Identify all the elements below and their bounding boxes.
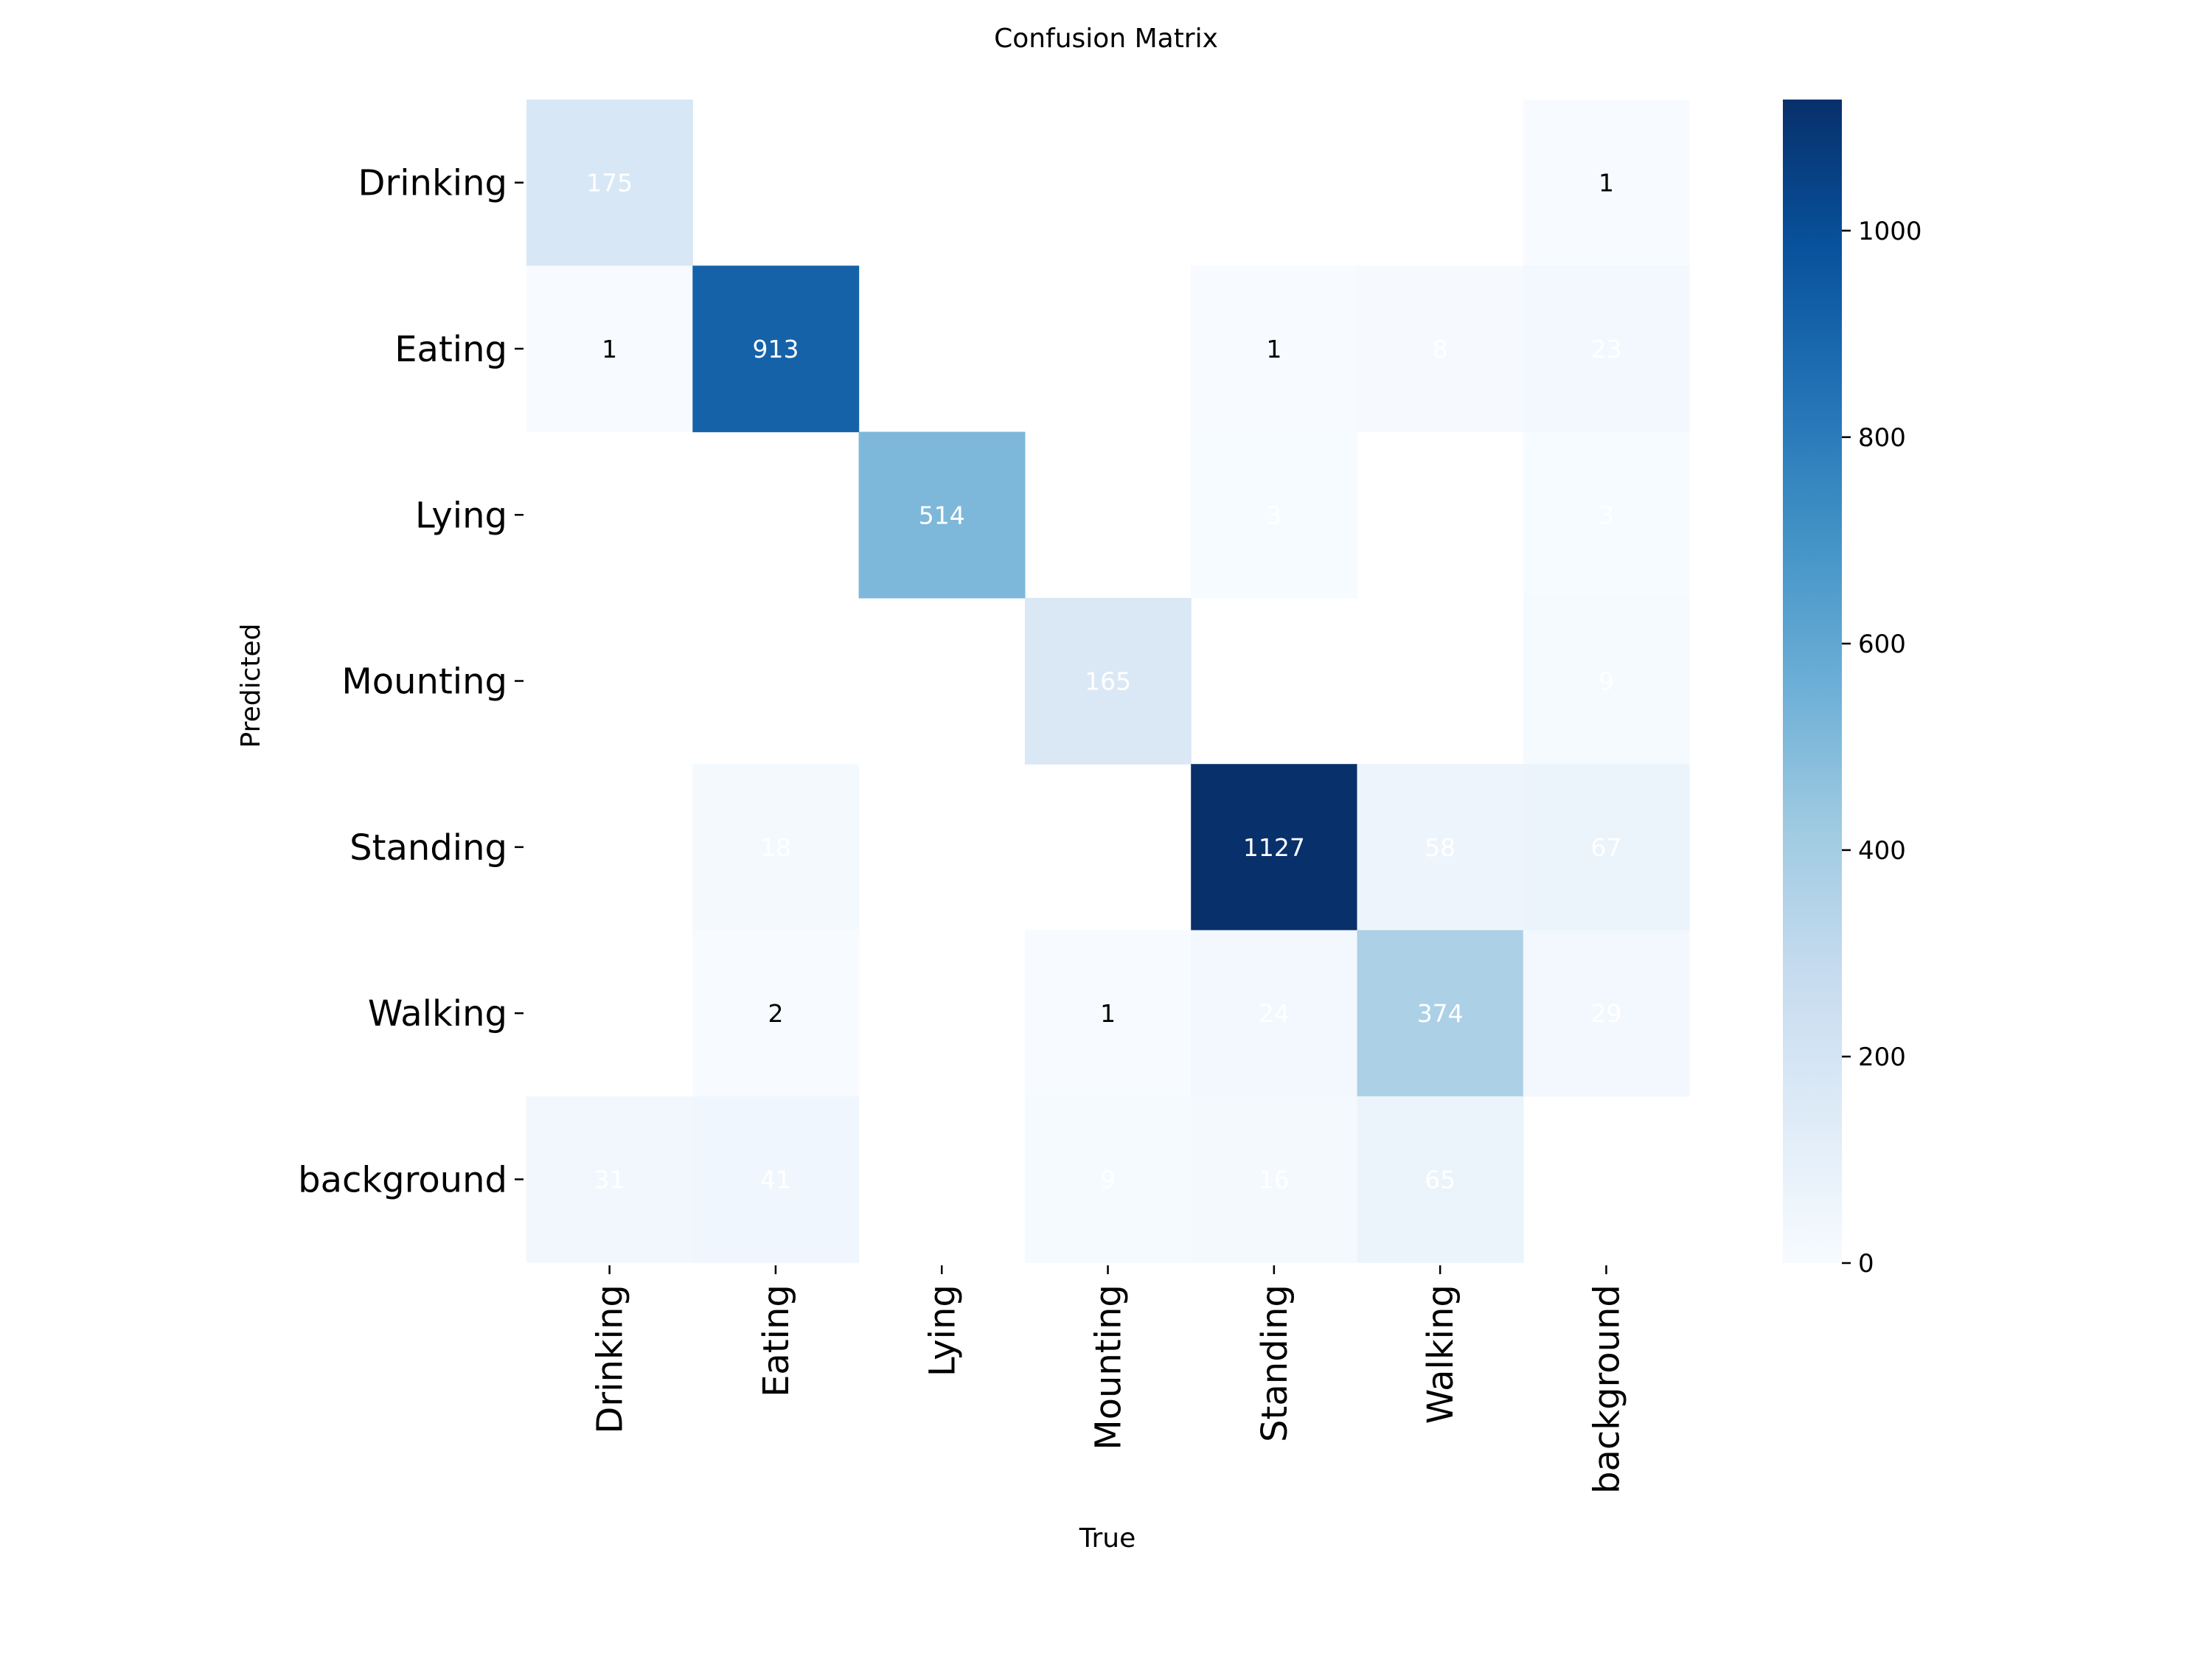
y-axis-label: Predicted [236,624,266,748]
heatmap-cell-value: 1 [1599,169,1614,198]
colorbar-tick-label: 1000 [1858,217,1922,246]
heatmap-cell [1523,764,1690,931]
x-tick-label: Walking [1420,1284,1461,1424]
y-tick-label: Eating [394,329,507,370]
y-tick-label: background [298,1159,507,1200]
heatmap-cell [1357,764,1524,931]
y-tick-label: Standing [349,827,507,869]
heatmap-cell-value: 913 [753,335,799,364]
heatmap-cell [1024,1096,1192,1263]
heatmap-cell-value: 67 [1591,833,1622,862]
heatmap-cell [526,100,693,266]
heatmap-cell [1191,764,1358,931]
heatmap-cell-value: 374 [1417,999,1464,1028]
heatmap-cell-value: 3 [1599,501,1614,529]
heatmap-cell-value: 65 [1425,1166,1455,1194]
heatmap-cell-value: 1 [1100,999,1116,1028]
heatmap-cell [1357,265,1524,433]
x-tick-label: Mounting [1088,1284,1130,1450]
heatmap-cell-value: 41 [760,1166,791,1194]
heatmap-cell [692,930,860,1097]
heatmap-cell-value: 165 [1085,667,1131,696]
heatmap-cell [1024,597,1192,765]
heatmap-cell-value: 31 [594,1166,625,1194]
heatmap-cell [1523,100,1690,266]
heatmap-cell [1191,265,1358,433]
heatmap-cell [526,265,693,433]
heatmap-cell-value: 1 [1266,335,1281,364]
x-tick-label: Standing [1254,1284,1295,1442]
heatmap-cell [1523,930,1690,1097]
heatmap-cell-value: 58 [1425,833,1455,862]
heatmap-cell [526,1096,693,1263]
heatmap-cell-value: 1 [602,335,617,364]
heatmap-cell [1523,431,1690,599]
colorbar [1783,100,1842,1263]
heatmap-cell-value: 16 [1259,1166,1290,1194]
colorbar-tick-label: 0 [1858,1249,1874,1279]
heatmap-cell [1357,930,1524,1097]
colorbar-tick-label: 200 [1858,1043,1906,1072]
y-tick-label: Walking [368,993,507,1034]
heatmap-cell-value: 8 [1433,335,1448,364]
heatmap-cell-value: 175 [586,169,633,198]
heatmap-cell-value: 23 [1591,335,1622,364]
y-axis-ticks: Drinking Eating Lying Mounting Standing Walki… [298,163,524,1200]
y-tick-label: Mounting [341,661,507,703]
heatmap-cell-value: 2 [768,999,784,1028]
heatmap-cell-value: 29 [1591,999,1622,1028]
colorbar-ticks: 0 200 400 600 800 1000 [1842,217,1922,1279]
heatmap-cell [1191,930,1358,1097]
y-tick-label: Drinking [358,163,507,204]
x-axis-label: True [1079,1523,1135,1554]
heatmap-cell [692,764,860,931]
colorbar-tick-label: 600 [1858,630,1906,659]
heatmap-cell-value: 18 [760,833,791,862]
x-axis-ticks: Drinking Eating Lying Mounting Standing Walki… [590,1265,1628,1494]
heatmap-cell [1191,431,1358,599]
x-tick-label: Eating [756,1284,797,1397]
heatmap-cell [1024,930,1192,1097]
heatmap-cell-value: 24 [1259,999,1290,1028]
heatmap-cell [1357,1096,1524,1263]
heatmap-cell-value: 1127 [1243,833,1305,862]
heatmap-cell [1191,1096,1358,1263]
heatmap-cell [1523,265,1690,433]
heatmap-cell [692,1096,860,1263]
heatmap-cells [526,100,1690,1263]
heatmap-cell-value: 9 [1100,1166,1116,1194]
chart-title: Confusion Matrix [994,24,1218,54]
heatmap-cell [858,431,1026,599]
heatmap-cell [1523,597,1690,765]
colorbar-tick-label: 800 [1858,423,1906,453]
heatmap-cell-value: 3 [1266,501,1281,529]
y-tick-label: Lying [415,495,507,536]
heatmap-cell-value: 9 [1599,667,1614,696]
x-tick-label: background [1587,1284,1628,1494]
heatmap-cell [692,265,860,433]
colorbar-tick-label: 400 [1858,836,1906,866]
heatmap-cell-value: 514 [919,501,965,529]
x-tick-label: Drinking [590,1284,631,1433]
x-tick-label: Lying [922,1284,963,1377]
